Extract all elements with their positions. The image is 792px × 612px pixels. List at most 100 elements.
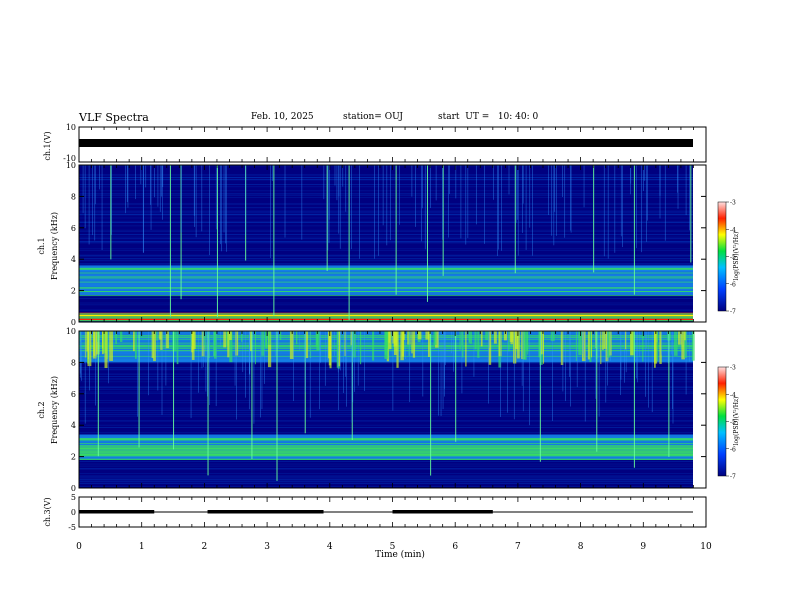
colorbar-tick-label: -4 xyxy=(730,392,736,399)
spectrogram-spheric-faint xyxy=(422,165,423,209)
spectrogram-spheric-faint xyxy=(493,165,494,200)
spectrogram-chorus-patch xyxy=(385,331,388,349)
spectrogram-spheric-faint xyxy=(475,165,477,225)
spectrogram-band-line xyxy=(79,438,693,439)
ch1-colorbar-ticks: -7 -6 -5 -4 -3 xyxy=(726,200,736,316)
spectrogram-noise-line xyxy=(79,212,693,214)
spectrogram-spheric-faint xyxy=(374,165,375,259)
spectrogram-spheric-faint xyxy=(346,331,347,407)
spectrogram-spheric-faint xyxy=(150,165,152,230)
spectrogram-spheric-faint xyxy=(677,165,678,193)
start-time-label: start UT = 10: 40: 0 xyxy=(438,112,539,122)
spectrogram-spheric-faint xyxy=(521,331,523,386)
spectrogram-spheric xyxy=(442,165,444,276)
spectrogram-chorus-patch xyxy=(603,331,607,349)
spectrogram-chorus-patch xyxy=(338,331,341,367)
spectrogram-noise-line xyxy=(79,387,693,389)
frequency-tick-label: 0 xyxy=(71,484,76,493)
spectrogram-chorus-patch xyxy=(165,331,169,349)
spectrogram-noise-line xyxy=(79,264,693,266)
spectrogram-chorus-patch xyxy=(203,331,205,346)
spectrogram-spheric-faint xyxy=(460,165,462,239)
spectrogram-spheric-faint xyxy=(343,331,344,394)
spectrogram-noise-line xyxy=(79,260,693,262)
spectrogram-spheric-faint xyxy=(583,165,585,208)
spectrogram-band-line xyxy=(79,267,693,269)
spectrogram-spheric-faint xyxy=(234,331,236,386)
spectrogram-spheric-faint xyxy=(689,165,691,231)
spectrogram-chorus-patch xyxy=(425,331,430,340)
spectrogram-chorus-patch xyxy=(156,331,158,341)
spectrogram-spheric-faint xyxy=(564,165,566,238)
spectrogram-chorus-patch xyxy=(411,331,413,354)
spectrogram-spheric-faint xyxy=(583,331,584,353)
spectrogram-chorus-patch xyxy=(578,331,582,356)
spectrogram-spheric-faint xyxy=(569,331,570,377)
spectrogram-noise-line xyxy=(79,362,693,364)
spectrogram-spheric-faint xyxy=(159,165,161,212)
time-axis-label: Time (min) xyxy=(375,549,425,560)
spectrogram-spheric xyxy=(430,331,432,476)
spectrogram-spheric-faint xyxy=(194,165,195,227)
spectrogram-noise-line xyxy=(79,210,693,212)
spectrogram-chorus-patch xyxy=(513,331,517,364)
ch1-voltage-ylabel: ch.1(V) xyxy=(43,131,52,160)
spectrogram-spheric-faint xyxy=(664,165,666,241)
ch3-voltage-segment xyxy=(392,510,493,514)
ch2-colorbar-ticks: -7 -6 -5 -4 -3 xyxy=(726,365,736,481)
spectrogram-spheric-faint xyxy=(598,331,600,417)
spectrogram-chorus-patch xyxy=(228,331,232,341)
spectrogram-spheric-faint xyxy=(570,165,572,233)
spectrogram-noise-line xyxy=(79,410,693,411)
spectrogram-noise-line xyxy=(79,427,693,428)
spectrogram-spheric-faint xyxy=(444,331,445,397)
spectrogram-band-core xyxy=(79,445,693,456)
spectrogram-noise-line xyxy=(79,179,693,180)
spectrogram-chorus-patch xyxy=(589,331,592,363)
spectrogram-band-line xyxy=(79,316,693,318)
spectrogram-spheric-faint xyxy=(236,331,237,420)
spectrogram-noise-line xyxy=(79,400,693,401)
spectrogram-spheric-faint xyxy=(323,165,325,200)
spectrogram-spheric-faint xyxy=(525,165,527,250)
spectrogram-noise-line xyxy=(79,391,693,393)
spectrogram-chorus-patch xyxy=(191,331,195,360)
spectrogram-spheric-faint xyxy=(685,331,687,395)
time-tick-label: 5 xyxy=(390,542,396,552)
spectrogram-noise-line xyxy=(79,207,693,209)
time-tick-label: 0 xyxy=(76,542,82,552)
ch2-frequency-ylabel: Frequency (kHz) xyxy=(50,376,59,444)
spectrogram-spheric-faint xyxy=(157,331,159,391)
spectrogram-chorus-patch xyxy=(172,331,177,352)
time-tick-label: 10 xyxy=(700,542,712,552)
ch1-voltage-panel: 10 -10 ch.1(V) xyxy=(43,123,707,163)
time-tick-label: 3 xyxy=(264,542,270,552)
spectrogram-band xyxy=(79,265,693,296)
colorbar-tick-label: -6 xyxy=(730,446,736,453)
spectrogram-spheric-faint xyxy=(553,165,555,246)
spectrogram-spheric-faint xyxy=(337,331,339,373)
spectrogram-spheric xyxy=(348,165,350,321)
spectrogram-spheric-faint xyxy=(405,331,406,360)
spectrogram-spheric-faint xyxy=(467,165,469,238)
spectrogram-spheric-faint xyxy=(299,331,300,351)
spectrogram-spheric-faint xyxy=(411,165,413,197)
spectrogram-noise-line xyxy=(79,414,693,416)
spectrogram-spheric xyxy=(169,165,171,317)
spectrogram-spheric-faint xyxy=(80,331,82,381)
spectrogram-spheric-faint xyxy=(680,331,682,353)
spectrogram-spheric-faint xyxy=(646,165,647,242)
spectrogram-chorus-patch xyxy=(485,331,490,341)
spectrogram-chorus-patch xyxy=(109,331,113,361)
spectrogram-noise-line xyxy=(79,486,693,487)
spectrogram-spheric-faint xyxy=(607,165,609,259)
spectrogram-spheric-faint xyxy=(331,331,333,350)
spectrogram-spheric-faint xyxy=(213,331,214,357)
spectrogram-noise-line xyxy=(79,193,693,195)
spectrogram-spheric xyxy=(276,331,278,481)
spectrogram-spheric-faint xyxy=(386,165,388,246)
spectrogram-spheric-faint xyxy=(145,165,147,188)
ch2-spectrogram-image xyxy=(79,331,695,489)
spectrogram-band-line xyxy=(79,455,693,457)
spectrogram-chorus-patch xyxy=(468,331,470,343)
